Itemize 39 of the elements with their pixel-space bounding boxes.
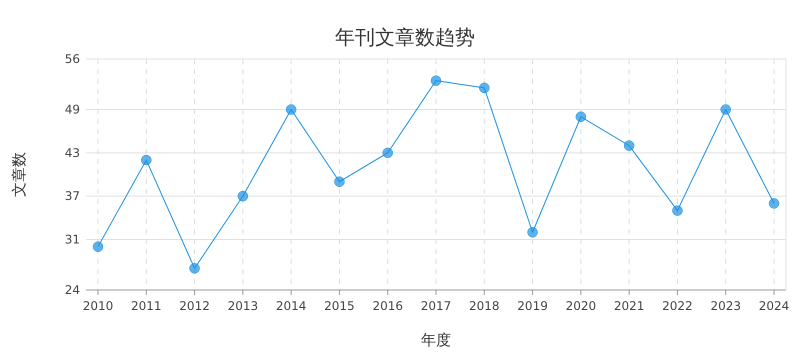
y-tick-label: 56 bbox=[64, 52, 80, 66]
point bbox=[672, 205, 683, 216]
y-tick-label: 37 bbox=[64, 189, 80, 204]
point bbox=[624, 140, 634, 151]
point bbox=[141, 154, 152, 166]
x-tick-label: 2010 bbox=[82, 299, 114, 313]
x-tick-label: 2016 bbox=[372, 299, 403, 313]
y-axis-title: 文章数 bbox=[10, 152, 28, 197]
chart-title: 年刊文章数趋势 bbox=[335, 25, 475, 49]
x-tick-label: 2012 bbox=[179, 299, 210, 313]
x-tick-label: 2018 bbox=[469, 299, 500, 313]
point bbox=[382, 148, 393, 158]
point bbox=[576, 112, 586, 122]
point bbox=[479, 82, 490, 94]
x-tick-label: 2020 bbox=[566, 299, 596, 313]
x-tick-label: 2011 bbox=[131, 299, 162, 313]
x-tick-label: 2022 bbox=[662, 299, 693, 313]
y-tick-label: 49 bbox=[64, 102, 80, 117]
point bbox=[238, 190, 248, 202]
y-tick-label: 24 bbox=[64, 283, 80, 297]
y-tick-label: 31 bbox=[64, 232, 80, 246]
x-tick-label: 2017 bbox=[420, 299, 452, 313]
point bbox=[527, 227, 538, 238]
x-tick-label: 2021 bbox=[614, 299, 644, 313]
point bbox=[768, 198, 780, 209]
x-tick-label: 2014 bbox=[276, 299, 306, 313]
point bbox=[720, 104, 731, 115]
y-tick-label: 43 bbox=[64, 146, 80, 160]
x-tick-label: 2015 bbox=[324, 299, 355, 313]
point bbox=[334, 176, 345, 187]
point bbox=[189, 263, 200, 274]
point bbox=[286, 104, 296, 115]
x-tick-label: 2024 bbox=[758, 299, 790, 313]
point bbox=[92, 241, 104, 252]
x-tick-label: 2023 bbox=[710, 299, 741, 313]
x-axis-title: 年度 bbox=[421, 331, 451, 349]
x-tick-label: 2019 bbox=[517, 299, 548, 313]
x-tick-label: 2013 bbox=[228, 299, 258, 313]
point bbox=[430, 75, 442, 86]
